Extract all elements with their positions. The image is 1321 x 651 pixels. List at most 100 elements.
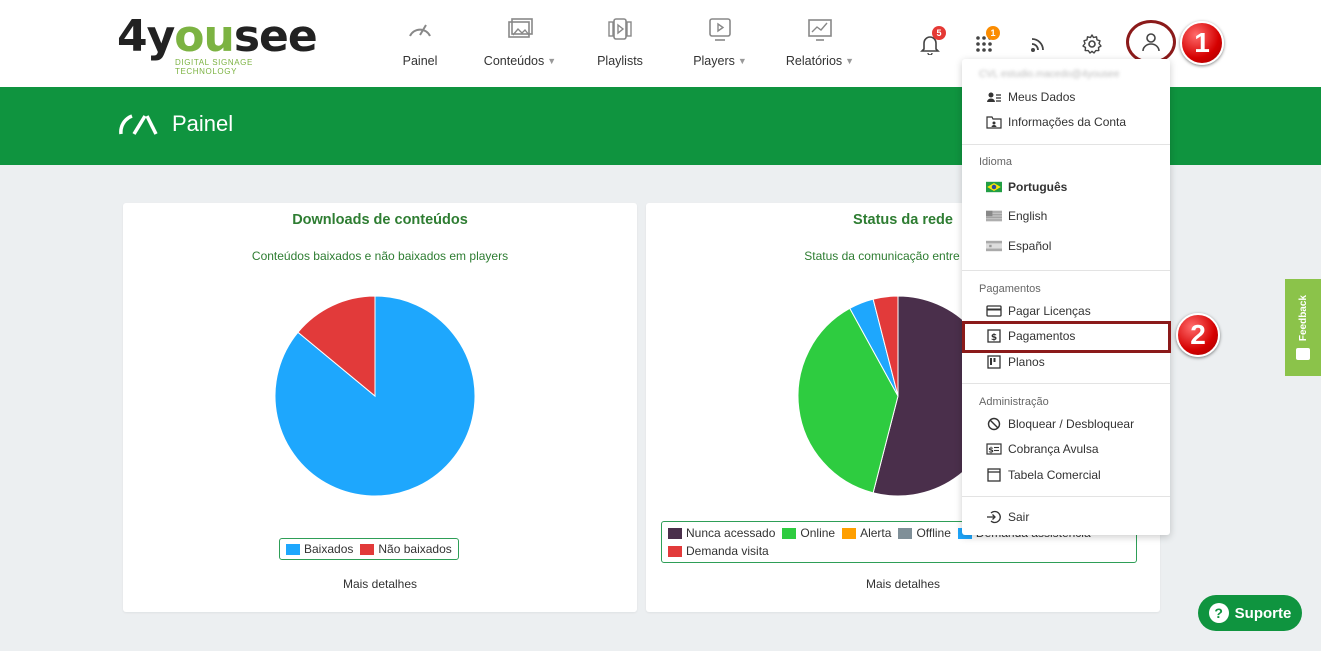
folder-user-icon — [986, 116, 1002, 129]
menu-item-planos[interactable]: Planos — [986, 355, 1045, 369]
gauge-icon — [409, 24, 431, 37]
gauge-icon — [119, 114, 158, 135]
user-menu-button[interactable] — [1126, 20, 1176, 64]
legend-swatch — [286, 543, 300, 555]
menu-item-bloquear[interactable]: Bloquear / Desbloquear — [986, 417, 1134, 431]
nav-item-painel[interactable]: Painel — [370, 14, 470, 68]
menu-item-pagar-licencas[interactable]: Pagar Licenças — [986, 304, 1091, 318]
apps-button[interactable]: 1 — [968, 26, 1000, 60]
menu-item-meus-dados[interactable]: Meus Dados — [986, 90, 1075, 104]
legend-label: Baixados — [304, 542, 354, 556]
legend-item[interactable]: Não baixados — [360, 542, 452, 556]
more-details-link-network[interactable]: Mais detalhes — [865, 577, 941, 591]
highlight-box-pagamentos — [962, 321, 1171, 353]
table-icon — [987, 468, 1001, 482]
legend-label: Não baixados — [378, 542, 452, 556]
downloads-card: Downloads de conteúdos Conteúdos baixado… — [123, 203, 637, 612]
logo[interactable]: 4yousee DIGITAL SIGNAGE TECHNOLOGY — [117, 11, 318, 77]
pie-slice-demanda-visita[interactable] — [872, 295, 899, 397]
support-button[interactable]: ? Suporte — [1198, 595, 1302, 631]
menu-item-english[interactable]: English — [986, 209, 1047, 223]
legend-item[interactable]: Demanda visita — [668, 543, 769, 559]
menu-item-espanol[interactable]: Español — [986, 239, 1051, 253]
legend-item[interactable]: Offline — [898, 525, 951, 541]
settings-button[interactable] — [1076, 28, 1108, 60]
kanban-icon — [987, 355, 1001, 369]
brazil-flag-icon — [986, 181, 1002, 193]
page-title: Painel — [172, 111, 234, 136]
pie-slice-online[interactable] — [797, 307, 899, 494]
downloads-pie-chart — [274, 295, 476, 497]
user-icon — [1142, 33, 1160, 52]
feed-button[interactable] — [1022, 28, 1054, 60]
nav-item-relatorios[interactable]: Relatórios ▼ — [770, 14, 870, 68]
bill-icon: $ — [986, 443, 1002, 455]
help-icon: ? — [1208, 603, 1229, 623]
report-chart-icon — [808, 19, 832, 41]
nav-item-conteudos[interactable]: Conteúdos ▼ — [470, 14, 570, 68]
menu-item-tabela-comercial[interactable]: Tabela Comercial — [986, 468, 1101, 482]
spain-flag-icon — [986, 240, 1002, 252]
legend-swatch — [360, 543, 375, 555]
chevron-down-icon: ▼ — [845, 56, 855, 66]
user-list-icon — [987, 92, 1001, 102]
bell-icon — [920, 36, 940, 55]
notifications-badge: 5 — [932, 26, 946, 40]
user-dropdown-menu: CVL estudio.macedo@4yousee Meus Dados In… — [962, 59, 1171, 535]
credit-card-icon — [986, 305, 1002, 317]
svg-text:$: $ — [988, 446, 994, 455]
invoice-dollar-icon: $ — [987, 329, 1001, 343]
legend-swatch — [668, 545, 682, 557]
menu-section-idioma: Idioma — [979, 156, 1013, 168]
legend-label: Nunca acessado — [686, 526, 776, 540]
step-marker-1: 1 — [1180, 21, 1224, 65]
nav-item-playlists[interactable]: Playlists — [570, 14, 670, 68]
menu-item-pagamentos[interactable]: $ Pagamentos — [986, 329, 1075, 343]
legend-swatch — [782, 527, 797, 539]
legend-item[interactable]: Alerta — [842, 525, 891, 541]
card-title: Downloads de conteúdos — [292, 212, 468, 228]
top-icons: 5 1 — [914, 26, 1130, 60]
step-marker-2: 2 — [1176, 313, 1220, 357]
more-details-link-downloads[interactable]: Mais detalhes — [342, 577, 418, 591]
menu-section-pagamentos: Pagamentos — [979, 283, 1041, 295]
card-subtitle: Conteúdos baixados e não baixados em pla… — [251, 249, 509, 263]
menu-divider — [962, 383, 1170, 384]
menu-item-informacoes-conta[interactable]: Informações da Conta — [986, 115, 1126, 129]
menu-item-cobranca-avulsa[interactable]: $ Cobrança Avulsa — [986, 442, 1099, 456]
legend-item[interactable]: Nunca acessado — [668, 525, 775, 541]
logo-tagline: DIGITAL SIGNAGE TECHNOLOGY — [175, 58, 253, 76]
legend-label: Demanda visita — [686, 544, 769, 558]
main-nav: Painel Conteúdos ▼ Playlists Players ▼ Rel… — [370, 14, 870, 68]
menu-item-sair[interactable]: Sair — [986, 510, 1029, 524]
menu-item-portugues[interactable]: Português — [986, 180, 1067, 194]
card-title: Status da rede — [853, 212, 953, 228]
legend-label: Alerta — [860, 526, 892, 540]
nav-item-players[interactable]: Players ▼ — [670, 14, 770, 68]
top-navbar: 4yousee DIGITAL SIGNAGE TECHNOLOGY Paine… — [0, 0, 1321, 87]
legend-item[interactable]: Online — [782, 525, 835, 541]
feedback-tab[interactable]: Feedback — [1285, 279, 1321, 376]
images-icon — [508, 18, 533, 38]
downloads-legend: Baixados Não baixados — [279, 538, 459, 560]
logo-wordmark: 4yousee — [117, 11, 318, 62]
legend-item[interactable]: Baixados — [286, 542, 353, 556]
notifications-button[interactable]: 5 — [914, 26, 946, 60]
svg-text:$: $ — [991, 333, 997, 343]
legend-label: Offline — [916, 526, 951, 540]
legend-label: Online — [800, 526, 836, 540]
legend-swatch — [842, 527, 857, 539]
legend-swatch — [898, 527, 913, 539]
playlist-icon — [608, 18, 632, 40]
card-subtitle: Status da comunicação entre players — [804, 249, 1002, 263]
apps-badge: 1 — [986, 26, 1000, 40]
player-icon — [709, 18, 731, 41]
menu-divider — [962, 144, 1170, 145]
legend-swatch — [668, 527, 682, 539]
usa-flag-icon — [986, 210, 1002, 222]
menu-section-administracao: Administração — [979, 396, 1049, 408]
user-email: CVL estudio.macedo@4yousee — [979, 69, 1120, 80]
rss-icon — [1031, 38, 1044, 52]
smiley-icon — [1296, 347, 1310, 360]
pie-slice-não-baixados[interactable] — [297, 295, 376, 398]
